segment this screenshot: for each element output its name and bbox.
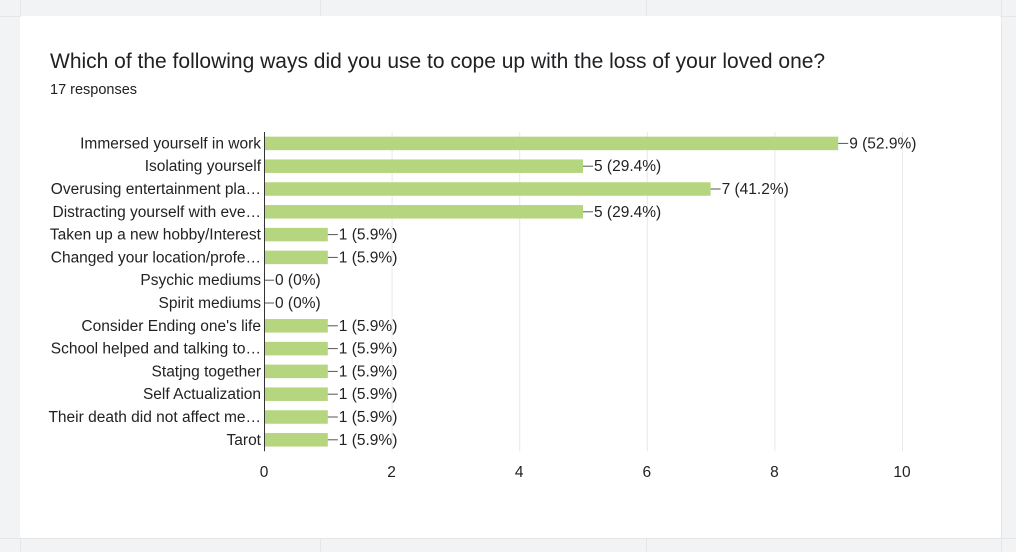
data-label: 1 (5.9%) bbox=[339, 386, 398, 403]
data-label: 0 (0%) bbox=[275, 272, 321, 289]
data-label: 1 (5.9%) bbox=[339, 227, 398, 244]
data-label: 1 (5.9%) bbox=[339, 249, 398, 266]
bar bbox=[265, 136, 839, 151]
data-label: 5 (29.4%) bbox=[594, 158, 661, 175]
category-label: Statjng together bbox=[152, 363, 261, 380]
category-label: School helped and talking to… bbox=[51, 341, 261, 358]
data-label: 7 (41.2%) bbox=[722, 181, 789, 198]
question-card: Which of the following ways did you use … bbox=[20, 16, 1001, 538]
bar bbox=[265, 364, 328, 379]
bar bbox=[265, 250, 328, 265]
x-tick-label: 0 bbox=[260, 464, 269, 481]
x-tick-label: 2 bbox=[387, 464, 396, 481]
question-title: Which of the following ways did you use … bbox=[50, 50, 826, 73]
category-label: Psychic mediums bbox=[140, 272, 261, 289]
data-label: 9 (52.9%) bbox=[849, 135, 916, 152]
x-tick-label: 6 bbox=[642, 464, 651, 481]
x-tick-label: 4 bbox=[515, 464, 524, 481]
bar bbox=[265, 319, 328, 333]
data-label: 1 (5.9%) bbox=[339, 363, 398, 380]
bar bbox=[265, 387, 328, 401]
category-label: Spirit mediums bbox=[159, 295, 262, 312]
bar bbox=[265, 205, 583, 219]
data-label: 5 (29.4%) bbox=[594, 204, 661, 221]
category-label: Distracting yourself with eve… bbox=[53, 204, 261, 221]
category-label: Tarot bbox=[227, 432, 262, 449]
category-label: Self Actualization bbox=[143, 386, 261, 403]
bar bbox=[265, 159, 583, 173]
x-tick-label: 10 bbox=[893, 464, 911, 481]
bar-chart: Immersed yourself in work 9 (52.9%) Isolat… bbox=[48, 132, 916, 481]
category-label: Changed your location/profe… bbox=[51, 249, 261, 266]
category-label: Consider Ending one's life bbox=[81, 318, 261, 335]
data-label: 1 (5.9%) bbox=[339, 409, 398, 426]
bar bbox=[265, 341, 328, 356]
data-label: 1 (5.9%) bbox=[339, 432, 398, 449]
category-label: Immersed yourself in work bbox=[80, 135, 261, 152]
response-count: 17 responses bbox=[50, 82, 138, 98]
category-label: Isolating yourself bbox=[145, 158, 262, 175]
x-tick-label: 8 bbox=[770, 464, 779, 481]
bar bbox=[265, 433, 328, 447]
category-label: Taken up a new hobby/Interest bbox=[50, 227, 262, 244]
category-label: Their death did not affect me… bbox=[48, 409, 261, 426]
data-label: 1 (5.9%) bbox=[339, 341, 398, 358]
data-label: 1 (5.9%) bbox=[339, 318, 398, 335]
category-label: Overusing entertainment pla… bbox=[51, 181, 261, 198]
data-label: 0 (0%) bbox=[275, 295, 321, 312]
bar bbox=[265, 227, 328, 242]
bar bbox=[265, 182, 711, 196]
bar bbox=[265, 410, 328, 424]
